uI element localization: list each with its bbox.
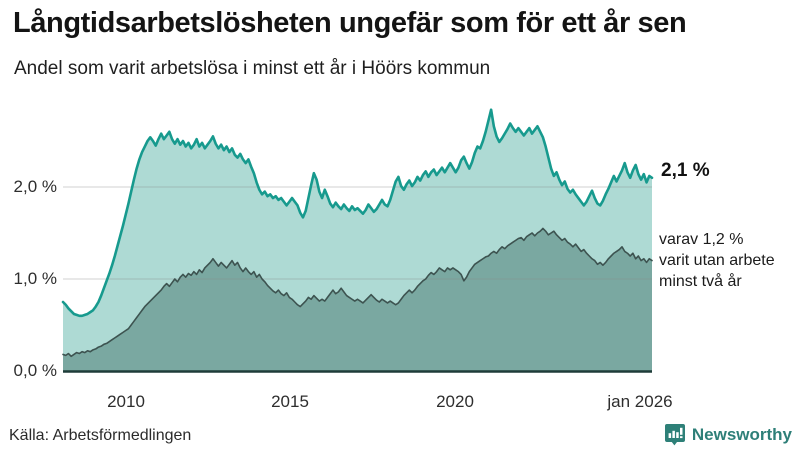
total-line xyxy=(61,108,654,318)
newsworthy-wordmark: Newsworthy xyxy=(691,424,792,444)
source-note: Källa: Arbetsförmedlingen xyxy=(9,427,192,444)
x-tick-2020: 2020 xyxy=(436,392,474,411)
chart-subtitle: Andel som varit arbetslösa i minst ett å… xyxy=(14,58,491,79)
newsworthy-icon xyxy=(664,424,685,446)
page-title: Långtidsarbetslösheten ungefär som för e… xyxy=(13,7,687,39)
newsworthy-logo[interactable]: Newsworthy xyxy=(664,423,792,446)
y-tick-2pct: 2,0 % xyxy=(13,177,57,196)
y-tick-1pct: 1,0 % xyxy=(13,269,57,288)
subset-line xyxy=(62,227,653,358)
subset-end-value-label: varav 1,2 % varit utan arbete minst två … xyxy=(659,231,775,290)
x-tick-jan-2026: jan 2026 xyxy=(607,392,673,411)
x-tick-2015: 2015 xyxy=(271,392,309,411)
x-tick-2010: 2010 xyxy=(107,392,145,411)
total-end-value-label: 2,1 % xyxy=(661,160,710,181)
y-tick-0pct: 0,0 % xyxy=(13,361,57,380)
